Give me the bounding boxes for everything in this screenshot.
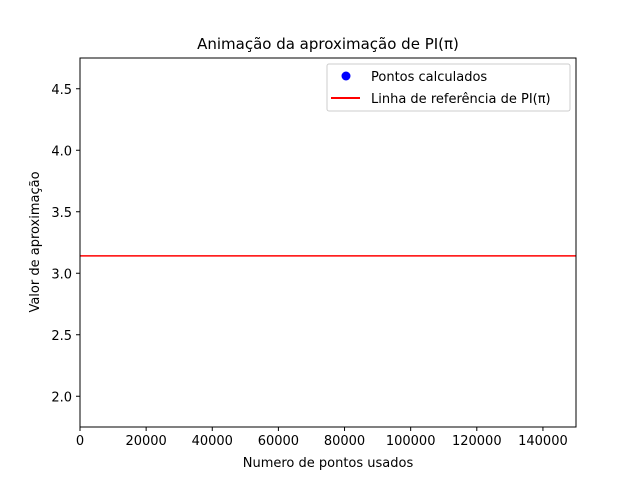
y-tick-label: 3.0 — [51, 267, 72, 282]
legend-marker-pontos-calculados — [341, 71, 351, 81]
x-tick-label: 60000 — [258, 434, 299, 449]
y-axis-label: Valor de aproximação — [28, 171, 43, 312]
plot-frame — [79, 57, 577, 428]
x-tick-label: 0 — [76, 434, 84, 449]
chart-title: Animação da aproximação de PI(π) — [197, 35, 459, 53]
y-tick-label: 4.0 — [51, 144, 72, 159]
plot-area — [79, 57, 577, 428]
x-axis-label: Numero de pontos usados — [243, 456, 414, 471]
legend-label-pi-reference: Linha de referência de PI(π) — [371, 92, 551, 107]
y-axis-ticks: 2.0 2.5 3.0 3.5 4.0 4.5 — [51, 83, 80, 405]
legend-label-pontos-calculados: Pontos calculados — [371, 70, 487, 85]
x-tick-label: 140000 — [518, 434, 568, 449]
y-tick-label: 2.0 — [51, 390, 72, 405]
x-tick-label: 80000 — [324, 434, 365, 449]
legend-box — [326, 63, 571, 112]
x-tick-label: 120000 — [452, 434, 502, 449]
y-tick-label: 3.5 — [51, 206, 72, 221]
x-tick-label: 20000 — [125, 434, 166, 449]
plot-background — [80, 58, 576, 427]
x-tick-label: 100000 — [386, 434, 436, 449]
x-axis-ticks: 0 20000 40000 60000 80000 100000 120000 140000 — [76, 427, 568, 449]
y-tick-label: 4.5 — [51, 83, 72, 98]
x-tick-label: 40000 — [192, 434, 233, 449]
y-tick-label: 2.5 — [51, 329, 72, 344]
legend: Pontos calculados Linha de referência de… — [326, 63, 571, 112]
